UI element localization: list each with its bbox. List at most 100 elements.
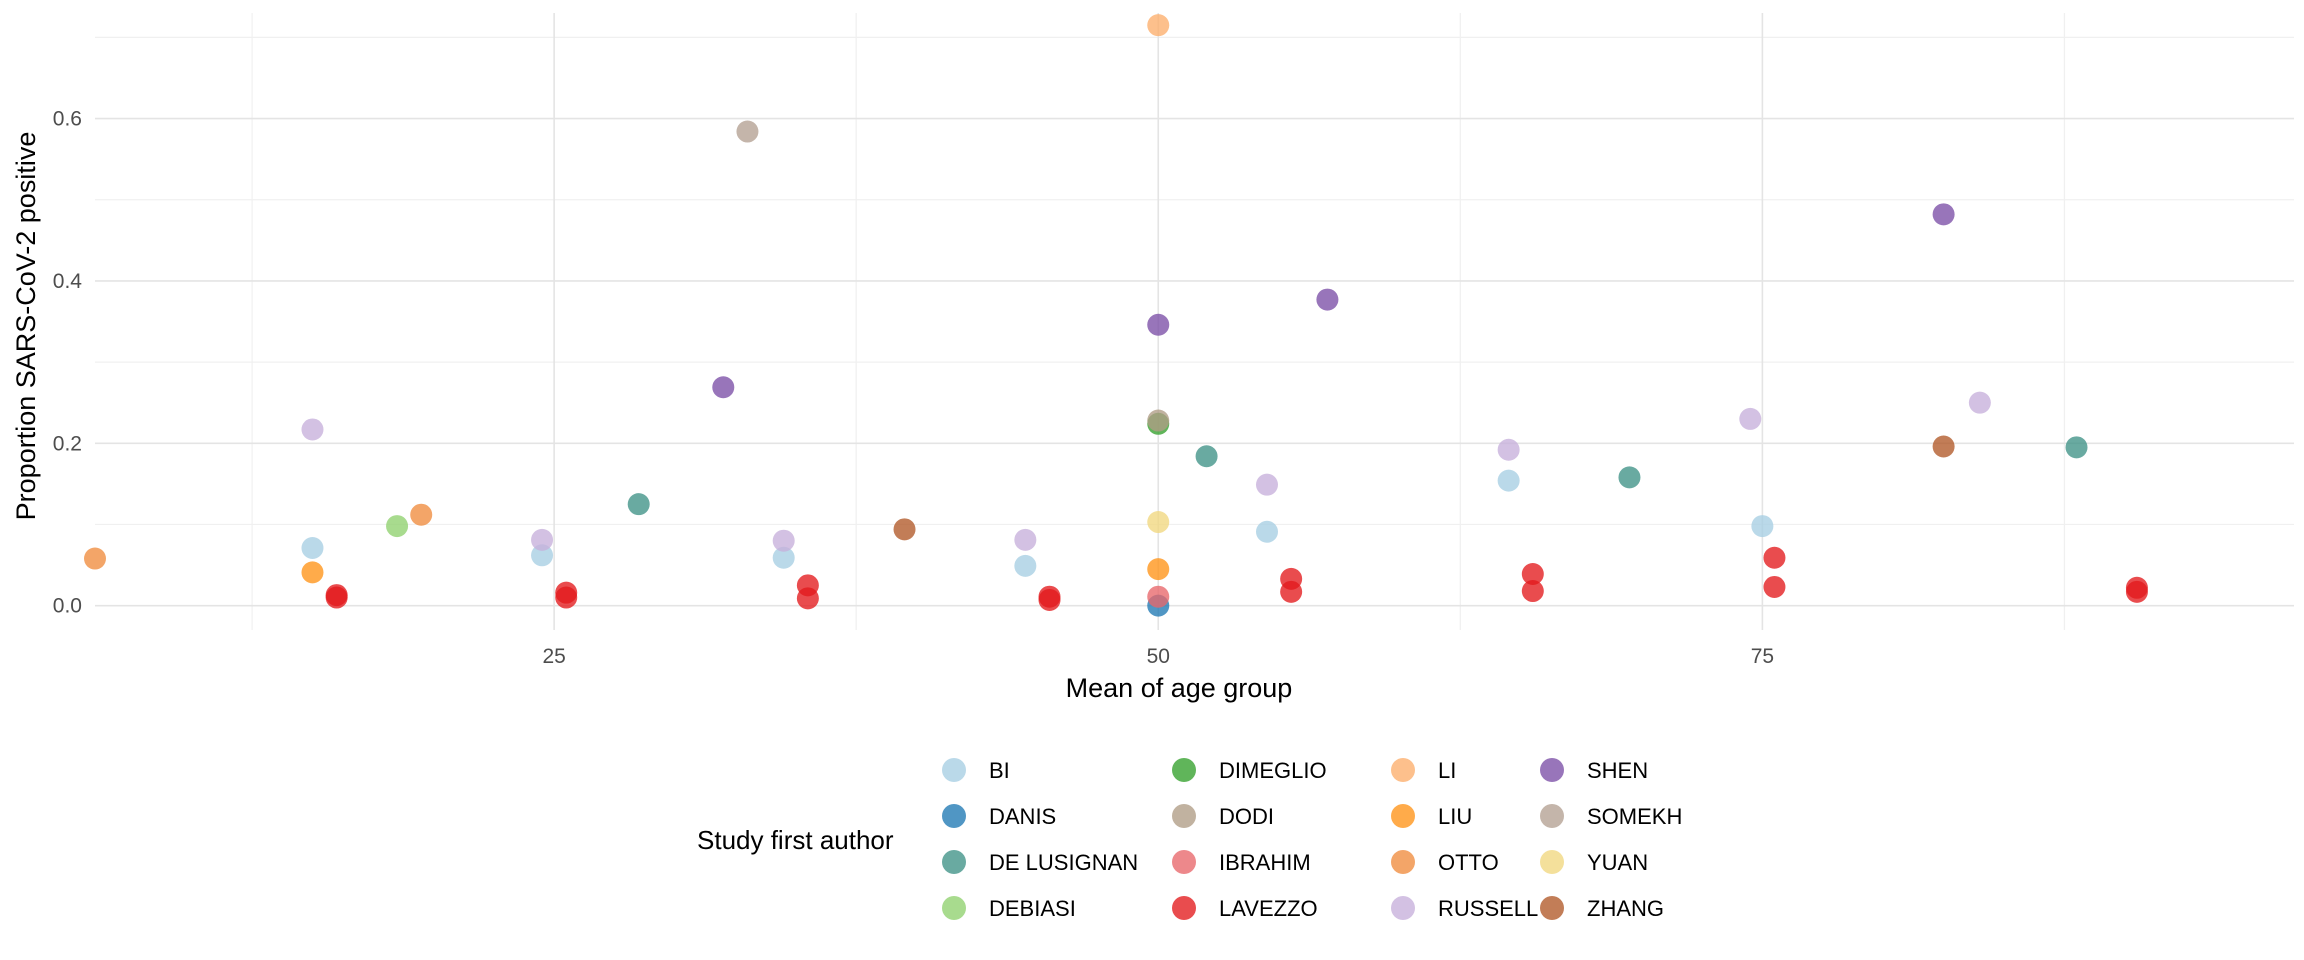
data-point-lavezzo [1521, 580, 1544, 603]
data-point-shen [1316, 288, 1339, 311]
data-point-russell [1014, 528, 1037, 551]
data-point-bi [1255, 520, 1278, 543]
legend-label-dimeglio: DIMEGLIO [1219, 758, 1327, 783]
legend-label-somekh: SOMEKH [1587, 804, 1682, 829]
legend: BI DANIS DE LUSIGNAN DEBIASI DIMEGLIO DODI IBR… [942, 758, 1682, 921]
legend-key-debiasi [942, 896, 966, 920]
legend-item-liu: LIU [1391, 804, 1472, 829]
data-point-lavezzo [796, 587, 819, 610]
data-point-russell [1968, 391, 1991, 414]
legend-key-shen [1540, 758, 1564, 782]
legend-key-liu [1391, 804, 1415, 828]
data-point-bi [772, 546, 795, 569]
y-tick-label: 0.6 [53, 108, 82, 131]
legend-item-otto: OTTO [1391, 850, 1499, 875]
x-tick-label: 75 [1751, 645, 1774, 668]
legend-item-somekh: SOMEKH [1540, 804, 1682, 829]
legend-item-dimeglio: DIMEGLIO [1172, 758, 1327, 783]
data-point-shen [712, 376, 735, 399]
legend-item-debiasi: DEBIASI [942, 896, 1076, 921]
data-point-lavezzo [1038, 588, 1061, 611]
data-point-shen [1147, 313, 1170, 336]
data-point-russell [531, 528, 554, 551]
legend-key-yuan [1540, 850, 1564, 874]
data-point-bi [301, 537, 324, 560]
y-tick-label: 0.0 [53, 595, 82, 618]
legend-item-dodi: DODI [1172, 804, 1274, 829]
data-point-bi [531, 544, 554, 567]
legend-label-shen: SHEN [1587, 758, 1648, 783]
legend-item-ibrahim: IBRAHIM [1172, 850, 1311, 875]
legend-label-danis: DANIS [989, 804, 1056, 829]
legend-label-otto: OTTO [1438, 850, 1499, 875]
legend-title: Study first author [697, 825, 894, 855]
legend-item-shen: SHEN [1540, 758, 1648, 783]
data-point-russell [301, 418, 324, 441]
legend-key-otto [1391, 850, 1415, 874]
data-point-lavezzo [1763, 575, 1786, 598]
legend-label-lavezzo: LAVEZZO [1219, 896, 1318, 921]
x-axis-title: Mean of age group [1066, 673, 1293, 703]
data-point-yuan [1147, 511, 1170, 534]
legend-key-somekh [1540, 804, 1564, 828]
legend-label-debiasi: DEBIASI [989, 896, 1076, 921]
data-point-bi [1014, 554, 1037, 577]
legend-item-russell: RUSSELL [1391, 896, 1538, 921]
legend-key-de-lusignan [942, 850, 966, 874]
legend-key-dimeglio [1172, 758, 1196, 782]
legend-item-de-lusignan: DE LUSIGNAN [942, 850, 1138, 875]
legend-item-yuan: YUAN [1540, 850, 1648, 875]
data-point-de-lusignan [1195, 445, 1218, 468]
legend-label-liu: LIU [1438, 804, 1472, 829]
legend-label-bi: BI [989, 758, 1010, 783]
x-tick-label: 50 [1147, 645, 1170, 668]
legend-label-zhang: ZHANG [1587, 896, 1664, 921]
legend-label-de-lusignan: DE LUSIGNAN [989, 850, 1138, 875]
legend-label-ibrahim: IBRAHIM [1219, 850, 1311, 875]
data-point-russell [1497, 438, 1520, 461]
legend-label-li: LI [1438, 758, 1456, 783]
legend-key-li [1391, 758, 1415, 782]
data-point-lavezzo [325, 586, 348, 609]
legend-key-zhang [1540, 896, 1564, 920]
legend-key-dodi [1172, 804, 1196, 828]
data-point-lavezzo [2125, 580, 2148, 603]
legend-label-russell: RUSSELL [1438, 896, 1538, 921]
legend-key-ibrahim [1172, 850, 1196, 874]
data-point-bi [1751, 515, 1774, 538]
data-point-li [1147, 14, 1170, 37]
data-point-lavezzo [1280, 580, 1303, 603]
data-point-de-lusignan [2065, 436, 2088, 459]
data-point-otto [84, 547, 106, 570]
y-tick-label: 0.4 [53, 270, 83, 293]
legend-item-zhang: ZHANG [1540, 896, 1664, 921]
grid-lines [95, 13, 2294, 630]
y-axis-title: Proportion SARS-CoV-2 positive [11, 132, 41, 521]
data-points [84, 14, 2148, 617]
legend-key-bi [942, 758, 966, 782]
data-point-lavezzo [555, 586, 578, 609]
data-point-lavezzo [1763, 546, 1786, 569]
x-tick-label: 25 [542, 645, 565, 668]
data-point-debiasi [386, 515, 409, 538]
data-point-zhang [1932, 435, 1955, 458]
data-point-zhang [893, 518, 916, 541]
legend-item-danis: DANIS [942, 804, 1056, 829]
data-point-russell [772, 529, 795, 552]
data-point-russell [1255, 473, 1278, 496]
data-point-liu [301, 561, 324, 584]
legend-key-russell [1391, 896, 1415, 920]
legend-item-lavezzo: LAVEZZO [1172, 896, 1318, 921]
y-tick-labels: 0.0 0.2 0.4 0.6 [53, 108, 83, 618]
data-point-lavezzo [1521, 562, 1544, 585]
x-tick-labels: 25 50 75 [542, 645, 1774, 668]
data-point-de-lusignan [627, 493, 650, 516]
data-point-dodi [1147, 409, 1170, 432]
legend-item-bi: BI [942, 758, 1010, 783]
data-point-russell [1739, 407, 1762, 430]
legend-label-yuan: YUAN [1587, 850, 1648, 875]
data-point-ibrahim [1147, 585, 1170, 608]
data-point-bi [1497, 469, 1520, 492]
data-point-shen [1932, 203, 1955, 226]
